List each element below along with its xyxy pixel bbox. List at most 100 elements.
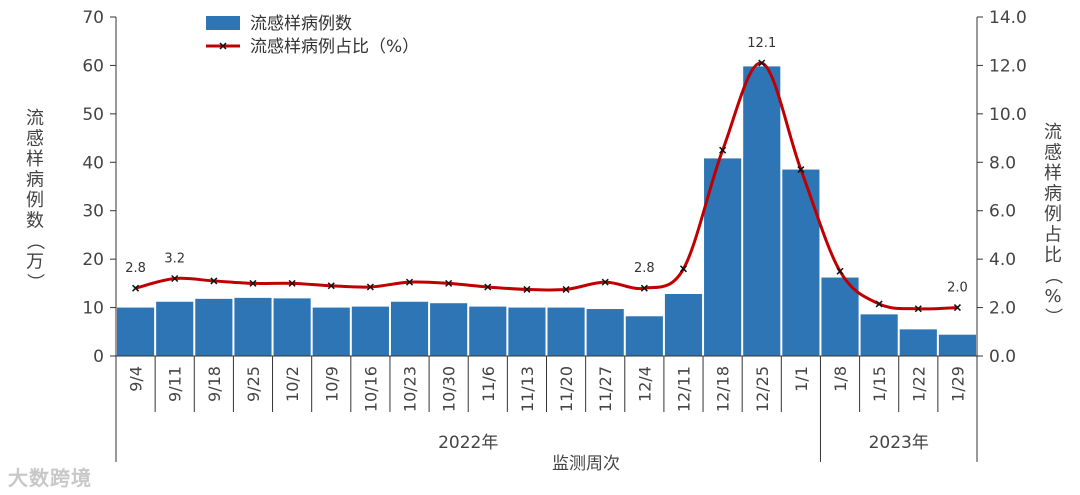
- line-point-9/4: [132, 284, 140, 292]
- category-label-9/18: 9/18: [205, 366, 224, 402]
- data-label: 2.8: [125, 261, 146, 276]
- svg-text:样: 样: [26, 149, 44, 170]
- bar-12/4: [625, 316, 663, 356]
- left-tick-label: 40: [82, 153, 104, 173]
- category-label-10/2: 10/2: [283, 366, 302, 402]
- line-point-1/15: [875, 300, 883, 308]
- category-label-1/15: 1/15: [870, 366, 889, 402]
- svg-text:感: 感: [26, 129, 44, 150]
- bar-10/2: [273, 298, 311, 356]
- bar-11/27: [586, 309, 624, 356]
- svg-text:病: 病: [26, 170, 44, 191]
- bar-9/4: [117, 307, 155, 356]
- category-label-11/20: 11/20: [557, 366, 576, 412]
- left-tick-label: 30: [82, 202, 104, 222]
- line-group: [132, 59, 961, 313]
- data-label: 12.1: [747, 36, 776, 51]
- left-tick-label: 0: [93, 347, 104, 367]
- category-label-11/13: 11/13: [518, 366, 537, 412]
- line-point-12/4: [640, 284, 648, 292]
- category-label-1/29: 1/29: [948, 366, 967, 402]
- data-label: 2.0: [947, 281, 968, 296]
- svg-text:流: 流: [1044, 122, 1062, 143]
- line-point-12/18: [719, 146, 727, 154]
- right-tick-label: 0.0: [989, 347, 1016, 367]
- labels-group: 2.8 3.2 2.8 12.1 2.0: [125, 36, 968, 296]
- legend-line-label: 流感样病例占比（%）: [250, 37, 419, 57]
- svg-text:（: （: [1042, 267, 1063, 285]
- bar-9/25: [234, 297, 272, 356]
- line-point-11/27: [601, 278, 609, 286]
- left-tick-label: 60: [82, 56, 104, 76]
- category-label-11/6: 11/6: [479, 366, 498, 402]
- category-label-10/23: 10/23: [401, 366, 420, 412]
- line-point-11/6: [484, 283, 492, 291]
- svg-text:万: 万: [26, 252, 44, 273]
- line-point-1/1: [797, 166, 805, 174]
- right-tick-label: 4.0: [989, 250, 1016, 270]
- year-label: 2022年: [438, 433, 498, 453]
- category-label-1/22: 1/22: [909, 366, 928, 402]
- bar-12/25: [743, 66, 781, 356]
- left-tick-label: 50: [82, 105, 104, 125]
- watermark-logo: 大数跨境: [8, 466, 92, 490]
- bar-12/11: [664, 294, 703, 356]
- svg-text:样: 样: [1044, 163, 1062, 184]
- left-tick-label: 70: [82, 8, 104, 28]
- svg-text:数: 数: [26, 211, 44, 232]
- line-point-10/30: [445, 279, 453, 287]
- bar-1/22: [899, 329, 937, 356]
- svg-text:例: 例: [1044, 204, 1062, 225]
- category-label-12/25: 12/25: [753, 366, 772, 412]
- line-point-10/23: [405, 278, 414, 286]
- bar-11/6: [469, 306, 507, 356]
- legend-bar-swatch: [206, 16, 240, 30]
- right-tick-label: 10.0: [989, 105, 1027, 125]
- line-point-1/22: [914, 305, 922, 313]
- x-axis-title: 监测周次: [552, 454, 620, 474]
- line-point-12/25: [758, 59, 766, 67]
- bar-10/16: [351, 306, 389, 356]
- line-point-10/9: [327, 282, 335, 290]
- bar-1/15: [860, 314, 898, 356]
- svg-text:（: （: [24, 232, 45, 250]
- year-label: 2023年: [869, 433, 929, 453]
- left-axis-title: 流感样病例数（ 万）: [24, 108, 45, 291]
- category-label-12/18: 12/18: [714, 366, 733, 412]
- line-point-1/29: [953, 304, 961, 312]
- data-label: 2.8: [634, 261, 655, 276]
- bar-1/8: [821, 277, 859, 356]
- line-point-1/8: [836, 267, 844, 275]
- svg-text:占: 占: [1044, 225, 1062, 246]
- bar-11/20: [547, 307, 585, 356]
- bars-group: [117, 66, 976, 356]
- right-tick-label: 12.0: [989, 56, 1027, 76]
- line-point-10/16: [366, 283, 374, 291]
- svg-text:）: ）: [24, 273, 45, 291]
- line-point-9/25: [249, 279, 257, 287]
- data-label: 3.2: [164, 252, 185, 267]
- line-point-11/20: [562, 285, 570, 293]
- category-label-10/9: 10/9: [322, 366, 341, 402]
- svg-text:）: ）: [1042, 308, 1063, 326]
- category-label-10/16: 10/16: [361, 366, 380, 412]
- right-axis-title: 流感样病例占比（%）: [1042, 122, 1063, 326]
- bar-1/1: [782, 169, 820, 356]
- right-tick-label: 2.0: [989, 299, 1016, 319]
- svg-text:%: %: [1044, 286, 1061, 307]
- category-label-9/25: 9/25: [244, 366, 263, 402]
- legend-bar-label: 流感样病例数: [250, 14, 352, 34]
- bar-10/30: [430, 303, 468, 356]
- category-label-9/4: 9/4: [127, 366, 146, 392]
- left-tick-label: 10: [82, 299, 104, 319]
- right-tick-label: 8.0: [989, 153, 1016, 173]
- line-point-9/11: [171, 274, 179, 283]
- bar-10/23: [390, 301, 429, 356]
- line-point-9/18: [210, 277, 218, 285]
- line-point-10/2: [288, 279, 296, 287]
- category-label-1/1: 1/1: [792, 366, 811, 392]
- svg-text:感: 感: [1044, 143, 1062, 164]
- right-tick-label: 6.0: [989, 202, 1016, 222]
